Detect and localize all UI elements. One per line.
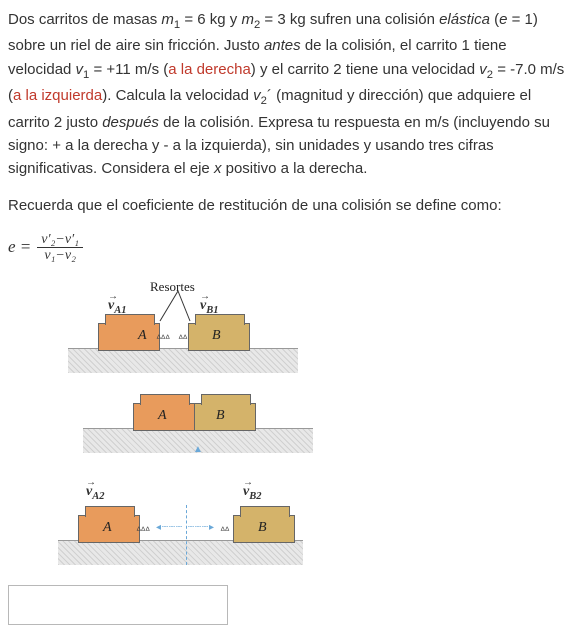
label-B: B <box>212 325 221 347</box>
label-A: A <box>138 325 147 347</box>
cart-A <box>98 323 160 351</box>
restitution-equation: e = v′₂−v′₁ v₁−v₂ <box>8 232 573 264</box>
resortes-lines <box>38 277 298 337</box>
panel-after: → vA2 → vB2 ᐞᐞᐞ ᐞᐞ A B ◂┈┈┈ ┈┈┈▸ <box>38 469 298 565</box>
var-v2: v <box>479 61 487 78</box>
track <box>68 348 298 373</box>
spring-icon: ᐞᐞᐞ <box>156 332 169 348</box>
problem-statement: Dos carritos de masas m1 = 6 kg y m2 = 3… <box>8 8 573 263</box>
label-A: A <box>158 405 167 427</box>
eq-num: v′₂−v′₁ <box>37 232 83 248</box>
label-B: B <box>258 517 267 539</box>
var-v2p: v <box>253 87 261 104</box>
sub: B2 <box>249 491 261 502</box>
red-left: a la izquierda <box>13 87 102 104</box>
despues: después <box>102 114 159 131</box>
collision-figure: Resortes → vA1 → vB1 ᐞᐞᐞ ᐞᐞ A B A B ▲ → <box>38 277 298 565</box>
txt: Dos carritos de masas <box>8 11 161 28</box>
arrow-icon: → <box>86 475 96 491</box>
spring-icon: ᐞᐞ <box>220 524 229 540</box>
txt: = 3 kg sufren una colisión <box>260 11 439 28</box>
txt: ) y el carrito 2 tiene una velocidad <box>251 61 479 78</box>
label-B: B <box>216 405 225 427</box>
dash-vertical <box>186 505 187 565</box>
spring-icon: ᐞᐞ <box>178 332 187 348</box>
arrow-icon: → <box>243 475 253 491</box>
label-A: A <box>103 517 112 539</box>
elastic: elástica <box>439 11 490 28</box>
track <box>58 540 303 565</box>
panel-contact: A B ▲ <box>38 389 298 453</box>
spring-icon: ᐞᐞᐞ <box>136 524 149 540</box>
var-m1: m <box>161 11 174 28</box>
fraction: v′₂−v′₁ v₁−v₂ <box>37 232 83 264</box>
txt: = 6 kg y <box>180 11 241 28</box>
txt: ( <box>490 11 499 28</box>
panel-before: Resortes → vA1 → vB1 ᐞᐞᐞ ᐞᐞ A B <box>38 277 298 373</box>
sub: A2 <box>92 491 104 502</box>
eq-den: v₁−v₂ <box>40 248 80 263</box>
txt: positivo a la derecha. <box>221 160 367 177</box>
paragraph-2: Recuerda que el coeficiente de restituci… <box>8 194 573 217</box>
var-m2: m <box>241 11 254 28</box>
var-v1: v <box>76 61 84 78</box>
txt: = +11 m/s ( <box>89 61 168 78</box>
vec-vB2: → vB2 <box>243 481 261 505</box>
antes: antes <box>264 37 301 54</box>
red-right: a la derecha <box>168 61 251 78</box>
paragraph-1: Dos carritos de masas m1 = 6 kg y m2 = 3… <box>8 8 573 180</box>
vec-vA2: → vA2 <box>86 481 104 505</box>
answer-input[interactable] <box>8 585 228 625</box>
dash-arrow-left-icon: ◂┈┈┈ <box>156 520 183 536</box>
dash-arrow-right-icon: ┈┈┈▸ <box>188 520 215 536</box>
cart-B <box>194 403 256 431</box>
arrow-up-icon: ▲ <box>193 442 203 458</box>
txt: ). Calcula la velocidad <box>102 87 253 104</box>
eq-lhs: e = <box>8 234 31 260</box>
